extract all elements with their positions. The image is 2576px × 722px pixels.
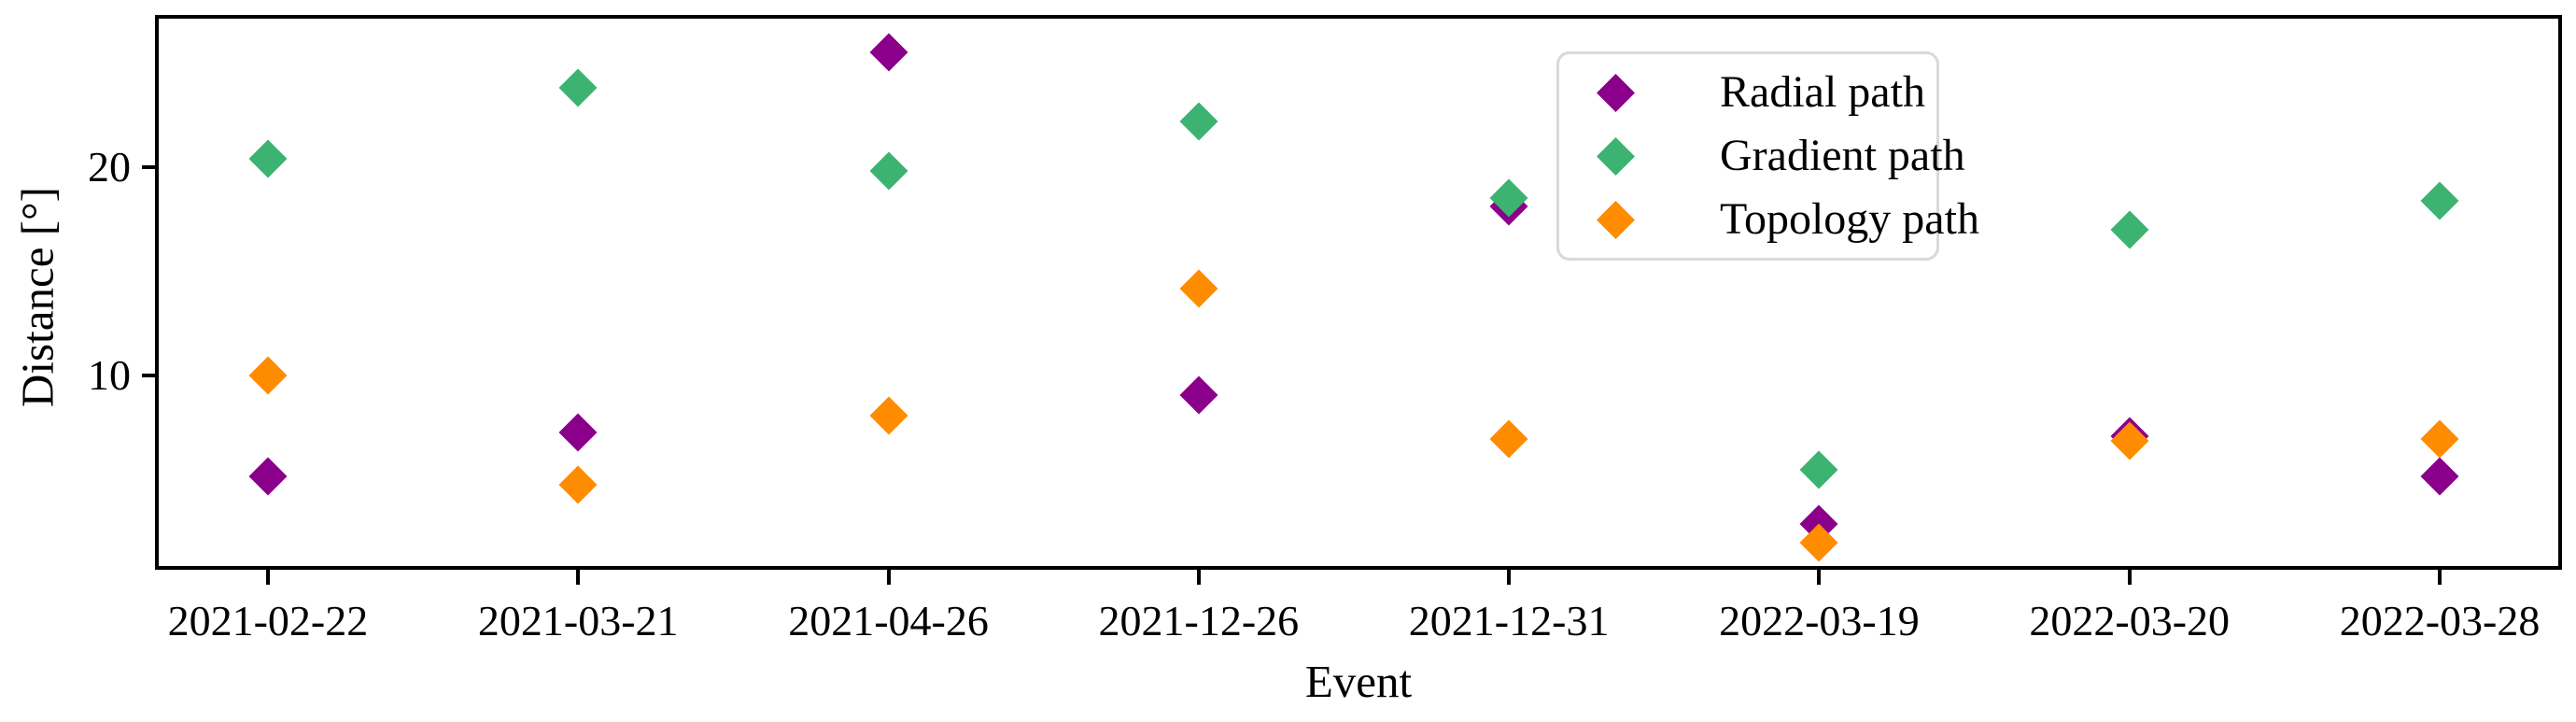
x-tick-label: 2021-02-22 xyxy=(167,597,369,644)
x-tick-label: 2021-04-26 xyxy=(788,597,989,644)
diamond-marker-icon xyxy=(1596,73,1636,112)
x-tick-mark xyxy=(2438,570,2442,585)
legend-label: Topology path xyxy=(1720,194,1979,244)
x-axis-label: Event xyxy=(1304,656,1413,707)
x-tick-mark xyxy=(1817,570,1822,585)
legend-item-radial-path: Radial path xyxy=(1559,70,1925,115)
x-tick-mark xyxy=(265,570,270,585)
y-tick-mark xyxy=(142,374,157,378)
x-tick-label: 2022-03-28 xyxy=(2339,597,2541,644)
legend-label: Gradient path xyxy=(1720,131,1965,180)
x-tick-mark xyxy=(2127,570,2132,585)
legend-label: Radial path xyxy=(1720,67,1925,117)
diamond-marker-icon xyxy=(1596,136,1636,176)
y-axis-label: Distance [°] xyxy=(11,187,63,407)
x-tick-label: 2021-12-31 xyxy=(1408,597,1610,644)
x-tick-mark xyxy=(576,570,581,585)
x-tick-label: 2021-12-26 xyxy=(1098,597,1300,644)
x-tick-label: 2021-03-21 xyxy=(477,597,679,644)
x-tick-mark xyxy=(1507,570,1512,585)
x-tick-mark xyxy=(1196,570,1201,585)
x-tick-label: 2022-03-20 xyxy=(2029,597,2231,644)
y-tick-label: 10 xyxy=(88,351,131,400)
y-tick-mark xyxy=(142,164,157,169)
y-tick-label: 20 xyxy=(88,142,131,191)
legend-item-topology-path: Topology path xyxy=(1559,197,1979,242)
diamond-marker-icon xyxy=(1596,200,1636,239)
plot-area xyxy=(155,15,2562,570)
legend: Radial path Gradient path Topology path xyxy=(1556,51,1979,261)
x-tick-label: 2022-03-19 xyxy=(1719,597,1920,644)
legend-item-gradient-path: Gradient path xyxy=(1559,134,1965,178)
x-tick-mark xyxy=(886,570,891,585)
